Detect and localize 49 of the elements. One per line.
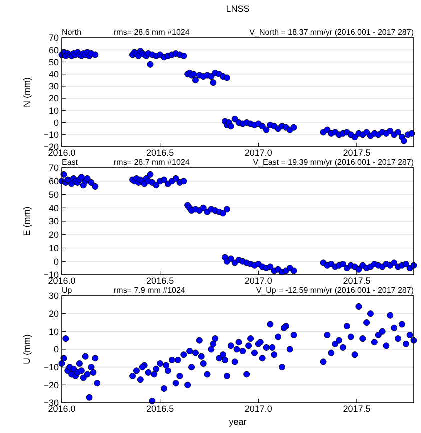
chart-title: LNSS [226,4,250,14]
y-tick-label: 30 [48,82,59,92]
text: rms= 28.6 mm #1024 [114,28,190,37]
y-tick-label: −10 [44,130,59,140]
y-tick-label: 30 [48,291,59,302]
y-tick-label: 20 [48,308,59,319]
y-axis-title: U (mm) [22,334,32,364]
y-tick-label: 60 [48,176,59,187]
y-tick-label: 60 [48,45,59,56]
y-tick-label: 30 [48,216,59,227]
text: V_East = 19.39 mm/yr (2016 001 - 2017 287) [253,158,414,167]
y-tick-label: 0 [54,118,59,128]
x-tick-label: 2017.0 [244,148,272,158]
y-tick-label: −10 [44,362,59,372]
y-axis-title: E (mm) [22,206,32,236]
x-tick-label: 2016.0 [48,148,76,158]
y-tick-label: 10 [48,243,59,254]
text: V_North = 18.37 mm/yr (2016 001 - 2017 287) [250,28,414,37]
text: V_Up = -12.59 mm/yr (2016 001 - 2017 287) [256,286,414,295]
text: East [62,158,79,167]
y-tick-label: 10 [48,106,59,116]
y-tick-label: 20 [48,94,59,104]
y-tick-label: 20 [48,230,59,240]
y-tick-label: 0 [54,344,59,355]
text: Up [62,286,73,295]
y-tick-label: 50 [48,190,59,200]
text: rms= 7.9 mm #1024 [114,286,186,295]
y-tick-label: 40 [48,69,59,80]
x-tick-label: 2016.5 [146,276,174,286]
text: North [62,28,82,37]
y-tick-label: 70 [48,163,59,174]
y-tick-label: 50 [48,57,59,68]
x-tick-label: 2016.0 [48,404,76,414]
text: rms= 28.7 mm #1024 [114,158,190,167]
x-tick-label: 2016.0 [48,276,76,286]
x-tick-label: 2017.5 [343,404,371,414]
x-axis-title: year [229,417,247,427]
y-tick-label: 70 [48,33,59,44]
x-tick-label: 2016.5 [146,404,174,414]
y-tick-label: 0 [54,256,59,267]
x-tick-label: 2017.5 [343,148,371,158]
y-axis-title: N (mm) [22,78,32,108]
x-tick-label: 2017.0 [244,404,272,414]
y-tick-label: 10 [48,326,59,337]
y-tick-label: −20 [44,380,59,390]
x-tick-label: 2017.5 [343,276,371,286]
x-tick-label: 2016.5 [146,148,174,158]
x-tick-label: 2017.0 [244,276,272,286]
y-tick-label: 40 [48,203,59,214]
